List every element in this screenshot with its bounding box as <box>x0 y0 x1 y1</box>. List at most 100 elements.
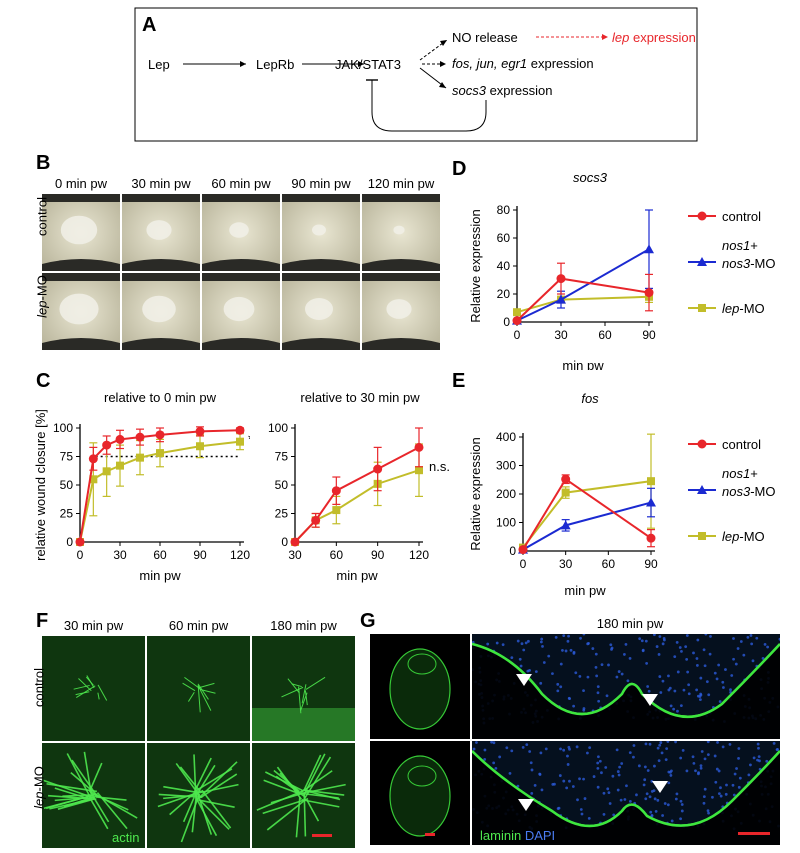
data-point <box>155 430 165 440</box>
panel-f-column-caption: 60 min pw <box>168 618 229 633</box>
wound-photo <box>202 273 280 350</box>
x-axis-label: min pw <box>564 583 606 598</box>
x-tick-label: 60 <box>153 548 167 562</box>
legend-nos-line2: nos3-MO <box>722 256 775 271</box>
data-point <box>116 461 124 470</box>
panel-f-column-caption: 30 min pw <box>63 618 124 633</box>
legend-lep-mo: lep-MO <box>722 301 765 316</box>
panel-label-d: D <box>452 158 467 180</box>
actin-photo <box>147 636 250 741</box>
legend-control: control <box>722 437 761 452</box>
legend-control: control <box>722 209 761 224</box>
panel-label-b: B <box>36 152 51 174</box>
wound-photo <box>202 194 280 271</box>
panel-f-stain-label: actin <box>112 830 140 845</box>
y-tick-label: 50 <box>275 478 289 492</box>
wound-photo <box>122 194 200 271</box>
panel-label-c: C <box>36 370 51 392</box>
significance-marker: n.s. <box>429 459 450 474</box>
data-point <box>644 288 654 298</box>
stain-laminin: laminin <box>480 828 522 843</box>
data-point <box>646 497 656 507</box>
legend-nos-line2: nos3-MO <box>722 484 775 499</box>
y-tick-label: 40 <box>497 259 511 273</box>
data-point <box>236 437 244 446</box>
x-tick-label: 60 <box>598 328 612 342</box>
pathway-fos-jun-egr1: fos, jun, egr1 expression <box>452 56 594 71</box>
actin-photo <box>147 743 250 848</box>
x-tick-label: 30 <box>288 548 302 562</box>
data-point <box>518 545 528 555</box>
y-tick-label: 75 <box>60 450 74 464</box>
legend-marker <box>697 257 707 266</box>
data-point <box>88 454 98 464</box>
x-tick-label: 0 <box>77 548 84 562</box>
data-point <box>235 425 245 435</box>
panel-b-column-caption: 30 min pw <box>131 176 191 191</box>
data-point <box>135 432 145 442</box>
y-tick-label: 400 <box>496 430 516 444</box>
data-point <box>89 475 98 484</box>
x-tick-label: 90 <box>193 548 207 562</box>
x-axis-label: min pw <box>562 358 604 370</box>
legend-nos-line1: nos1+ <box>722 238 758 253</box>
y-tick-label: 20 <box>497 287 511 301</box>
pathway-lep-expression: lep expression <box>612 30 696 45</box>
data-point <box>414 442 424 452</box>
actin-photo <box>42 743 145 848</box>
data-point <box>644 244 654 254</box>
panel-b-column-caption: 90 min pw <box>291 176 351 191</box>
legend-marker <box>698 532 706 540</box>
legend-nos-line1: nos1+ <box>722 466 758 481</box>
legend-lep-mo: lep-MO <box>722 529 765 544</box>
panel-label-f: F <box>36 610 49 632</box>
x-tick-label: 30 <box>559 557 573 571</box>
x-tick-label: 90 <box>644 557 658 571</box>
panel-b-column-caption: 60 min pw <box>211 176 271 191</box>
arrowhead-icon <box>518 799 534 811</box>
section-overview-photo <box>370 634 470 739</box>
y-tick-label: 25 <box>275 507 289 521</box>
wound-photo <box>362 194 440 271</box>
pathway-no-release: NO release <box>452 30 518 45</box>
panel-b-row-lep-mo: lep-MO <box>34 275 50 318</box>
data-point <box>102 467 111 476</box>
data-point <box>196 442 204 451</box>
data-point <box>115 434 125 444</box>
data-point <box>561 488 570 497</box>
section-overview-photo <box>370 741 470 845</box>
y-tick-label: 200 <box>496 487 516 501</box>
x-tick-label: 30 <box>113 548 127 562</box>
chart-e: 0 100 200 300 400 0 30 60 90 fos min pw Relative ex… <box>468 391 658 598</box>
legend-marker <box>697 439 707 449</box>
wound-photo <box>282 194 360 271</box>
chart-c-right: 0 25 50 75 100 30 60 90 120 relative to 30 min pw… <box>268 390 450 583</box>
panel-label-a: A <box>142 14 157 36</box>
y-tick-label: 60 <box>497 231 511 245</box>
arrowhead-icon <box>516 674 532 686</box>
y-tick-label: 50 <box>60 478 74 492</box>
x-tick-label: 90 <box>371 548 385 562</box>
data-point <box>156 449 164 458</box>
y-tick-label: 80 <box>497 203 511 217</box>
y-tick-label: 0 <box>66 535 73 549</box>
y-tick-label: 100 <box>268 421 288 435</box>
x-tick-label: 120 <box>230 548 250 562</box>
y-tick-label: 0 <box>509 544 516 558</box>
data-point <box>560 520 571 530</box>
y-tick-label: 75 <box>275 450 289 464</box>
arrowhead-icon <box>642 694 658 706</box>
data-point <box>415 466 423 475</box>
legend-marker <box>698 304 706 312</box>
legend-svg: control nos1+ nos3-MO lep-MO <box>688 437 775 544</box>
scale-bar <box>738 832 770 835</box>
panel-f-row-lep-mo: lep-MO <box>31 766 47 809</box>
data-point <box>647 477 655 486</box>
y-tick-label: 300 <box>496 459 516 473</box>
chart-title: socs3 <box>573 170 608 185</box>
chart-title: fos <box>581 391 599 406</box>
data-point <box>290 537 300 547</box>
chart-d: 0 20 40 60 80 0 30 60 90 socs3 min pw Relative expr… <box>468 170 656 370</box>
x-tick-label: 120 <box>409 548 429 562</box>
panel-f-column-caption: 180 min pw <box>270 618 337 633</box>
